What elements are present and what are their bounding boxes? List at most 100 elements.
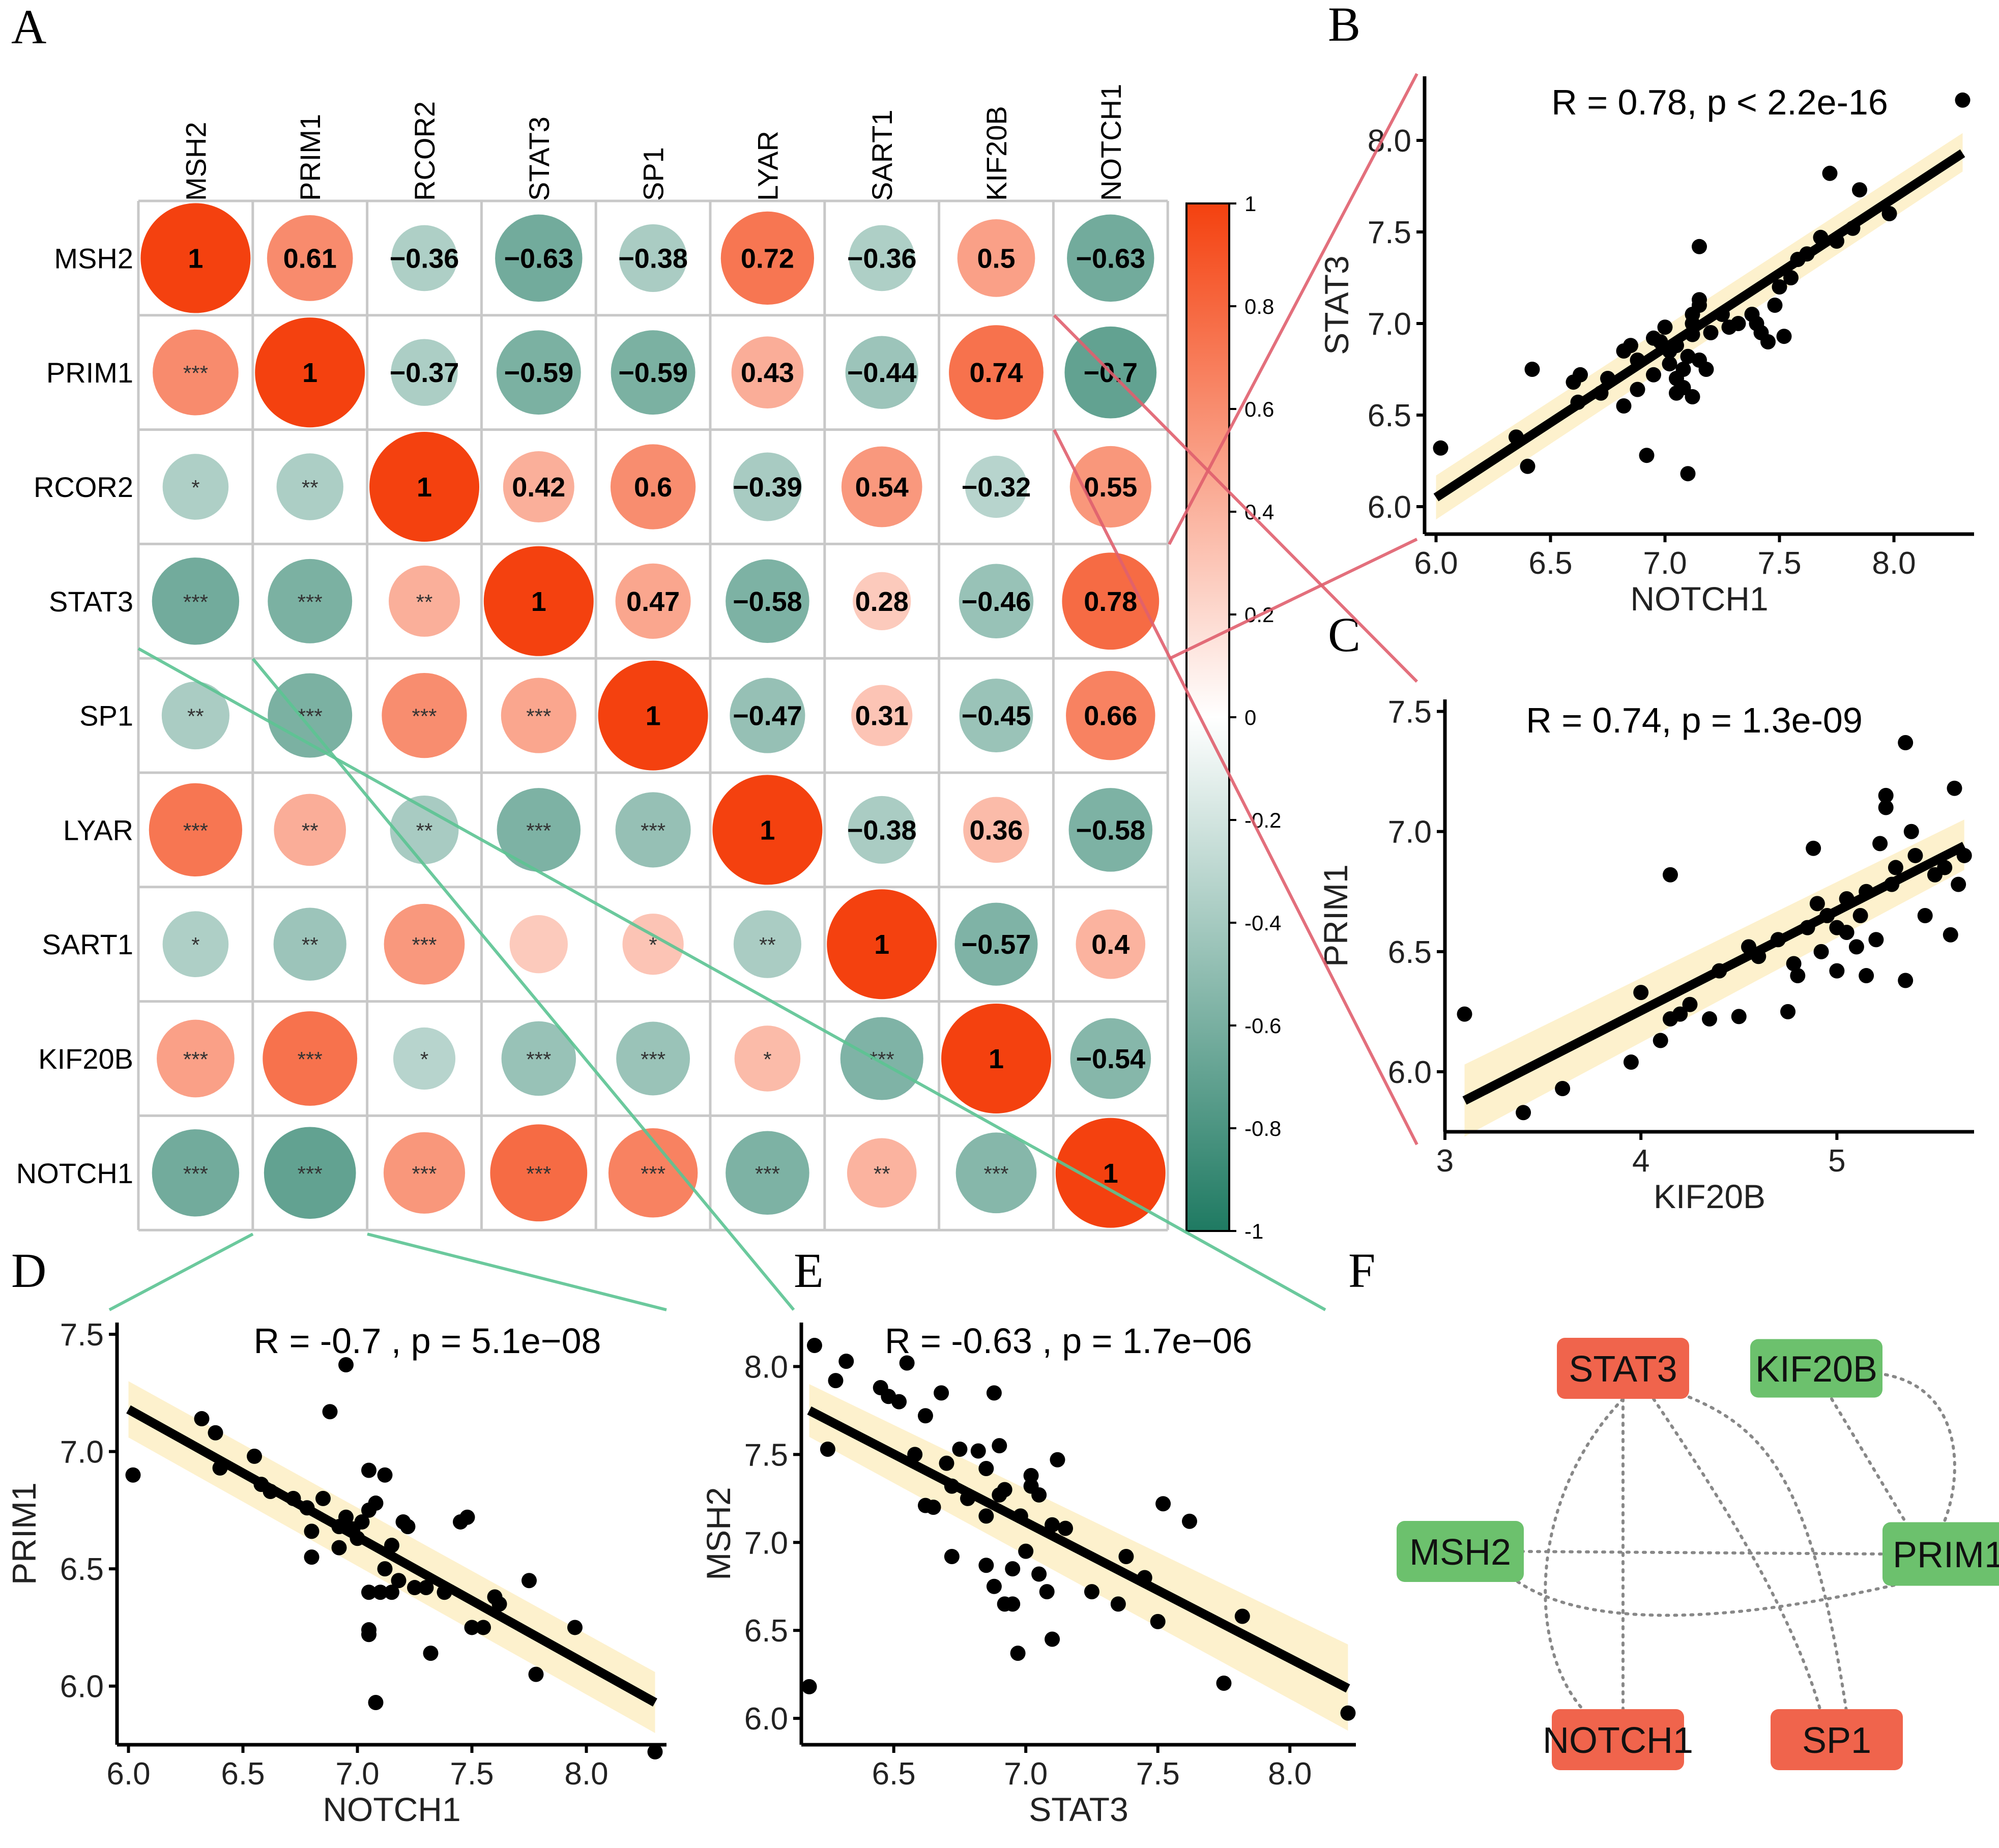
y-tick-label: 6.0 — [1388, 1055, 1432, 1090]
colorbar-tick-label: 0 — [1244, 706, 1256, 729]
network-edge — [1544, 1397, 1625, 1716]
x-tick-label: 7.0 — [335, 1756, 379, 1792]
x-tick-label: 8.0 — [1872, 546, 1916, 581]
significance-stars: ** — [302, 476, 318, 500]
data-point — [1672, 1006, 1688, 1022]
significance-stars: ** — [416, 818, 433, 842]
corr-value-label: −0.57 — [962, 929, 1031, 960]
x-tick-label: 8.0 — [1268, 1756, 1312, 1792]
significance-stars: *** — [983, 1162, 1008, 1186]
corr-value-label: −0.59 — [504, 358, 573, 388]
corr-value-label: 1 — [531, 586, 546, 617]
data-point — [1780, 1004, 1796, 1019]
colorbar-tick-label: -0.6 — [1244, 1014, 1281, 1038]
correlation-stat-label: R = -0.7 , p = 5.1e−08 — [254, 1321, 601, 1361]
x-tick-label: 6.5 — [1528, 546, 1572, 581]
data-point — [368, 1495, 384, 1511]
corr-value-label: 1 — [302, 358, 317, 388]
network-node-stat3 — [1557, 1338, 1689, 1399]
network-edge — [1830, 1397, 1909, 1528]
connector-line — [137, 647, 1326, 1311]
data-point — [1657, 319, 1673, 335]
data-point — [899, 1355, 915, 1371]
data-point — [1623, 1054, 1639, 1070]
significance-stars: ** — [302, 933, 318, 957]
corr-value-label: 0.54 — [855, 472, 909, 503]
y-tick-label: 7.5 — [60, 1317, 104, 1353]
corr-circle — [847, 1138, 917, 1208]
column-label-rcor2: RCOR2 — [409, 101, 441, 201]
data-point — [1692, 239, 1707, 254]
corr-circle — [1069, 446, 1151, 528]
column-label-notch1: NOTCH1 — [1095, 84, 1127, 201]
data-point — [1340, 1705, 1356, 1721]
significance-stars: * — [763, 1047, 771, 1071]
data-point — [1524, 362, 1540, 377]
x-tick-label: 4 — [1632, 1143, 1649, 1179]
data-point — [1662, 356, 1677, 372]
data-point — [1703, 325, 1719, 340]
data-point — [418, 1580, 434, 1596]
data-point — [1731, 1009, 1747, 1024]
connector-line — [251, 658, 795, 1311]
significance-stars: *** — [298, 1047, 323, 1071]
data-point — [407, 1580, 422, 1596]
significance-stars: ** — [187, 705, 204, 728]
corr-circle — [963, 797, 1029, 863]
corr-value-label: −0.59 — [618, 358, 688, 388]
significance-stars: *** — [298, 1162, 323, 1186]
row-label-lyar: LYAR — [63, 814, 133, 846]
x-tick-label: 6.0 — [106, 1756, 150, 1792]
x-axis-title: NOTCH1 — [323, 1791, 460, 1828]
data-point — [1947, 780, 1962, 796]
data-point — [1520, 458, 1536, 474]
panel-letter-f: F — [1348, 1243, 1375, 1298]
network-node-notch1 — [1552, 1709, 1684, 1770]
y-tick-label: 7.0 — [1388, 815, 1432, 850]
data-point — [1852, 182, 1867, 198]
y-tick-label: 6.5 — [60, 1552, 104, 1587]
colorbar-tick-label: -0.2 — [1244, 808, 1281, 832]
significance-stars: *** — [183, 1047, 208, 1071]
corr-circle — [501, 678, 576, 753]
data-point — [1829, 963, 1845, 979]
network-node-label: NOTCH1 — [1543, 1720, 1693, 1761]
scatter-stat3-msh2: 6.5 7.0 7.5 8.0 6.0 6.5 7.0 7.5 8.0 STAT3 MSH2 R = … — [700, 1321, 1356, 1828]
significance-stars: *** — [412, 1162, 437, 1186]
data-point — [1039, 1584, 1055, 1600]
significance-stars: *** — [641, 1162, 665, 1186]
corr-value-label: 0.78 — [1084, 586, 1137, 617]
column-label-sart1: SART1 — [866, 110, 898, 201]
y-tick-label: 7.5 — [1368, 215, 1411, 250]
data-point — [1786, 956, 1802, 972]
corr-circle — [712, 775, 823, 885]
corr-circle — [598, 660, 708, 771]
y-tick-label: 6.0 — [744, 1702, 788, 1737]
data-point — [125, 1467, 141, 1483]
corr-circle — [1055, 1118, 1166, 1228]
data-point — [925, 1500, 941, 1515]
corr-circle — [382, 672, 467, 758]
network-edge — [1520, 1550, 1884, 1556]
corr-circle — [848, 796, 916, 864]
corr-value-label: −0.46 — [962, 586, 1031, 617]
data-point — [939, 1455, 954, 1471]
corr-circle — [853, 572, 911, 630]
data-point — [1150, 1614, 1166, 1629]
data-point — [1005, 1561, 1021, 1577]
data-point — [1018, 1543, 1034, 1559]
corr-circle — [957, 219, 1035, 297]
data-point — [992, 1438, 1007, 1454]
x-tick-label: 7.5 — [1136, 1756, 1180, 1792]
data-point — [1868, 932, 1884, 948]
corr-circle — [615, 792, 691, 868]
corr-circle — [1066, 670, 1155, 760]
row-label-sart1: SART1 — [42, 928, 133, 960]
network-node-label: KIF20B — [1755, 1349, 1877, 1390]
corr-circle — [501, 1021, 576, 1096]
data-point — [1045, 1631, 1060, 1647]
data-point — [806, 1337, 822, 1353]
corr-circle — [496, 330, 581, 415]
row-label-stat3: STAT3 — [49, 585, 133, 618]
data-point — [1888, 860, 1903, 875]
